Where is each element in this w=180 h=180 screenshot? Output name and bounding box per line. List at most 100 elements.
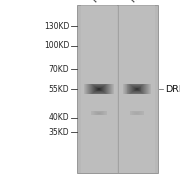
Bar	[108, 85, 109, 86]
Bar	[150, 90, 151, 91]
Bar	[113, 93, 114, 94]
Bar	[111, 90, 112, 91]
Bar	[133, 84, 134, 85]
Bar	[138, 84, 139, 85]
Bar	[85, 90, 86, 91]
Bar	[100, 86, 101, 87]
Bar	[143, 90, 144, 91]
Bar	[135, 86, 136, 87]
Bar	[103, 92, 104, 93]
Bar	[129, 89, 130, 90]
Bar	[144, 86, 145, 87]
Bar	[146, 93, 147, 94]
Bar	[89, 87, 90, 88]
Bar	[123, 91, 124, 92]
Bar	[136, 93, 137, 94]
Bar	[86, 88, 87, 89]
Bar	[137, 90, 138, 91]
Bar	[106, 89, 107, 90]
Bar	[106, 87, 107, 88]
Bar	[143, 88, 144, 89]
Bar	[87, 86, 88, 87]
Bar	[148, 85, 149, 86]
Bar	[149, 84, 150, 85]
Bar	[98, 87, 99, 88]
Bar	[125, 89, 126, 90]
Bar	[132, 89, 133, 90]
Bar	[135, 84, 136, 85]
Bar	[87, 91, 88, 92]
Bar	[99, 86, 100, 87]
Bar	[101, 93, 102, 94]
Bar	[104, 112, 105, 113]
Bar	[113, 87, 114, 88]
Bar	[100, 111, 101, 112]
Bar	[138, 88, 139, 89]
Bar	[140, 112, 141, 113]
Bar	[109, 85, 110, 86]
Bar	[147, 91, 148, 92]
Bar	[108, 90, 109, 91]
Bar	[135, 112, 136, 113]
Bar	[92, 93, 93, 94]
Bar	[148, 89, 149, 90]
Bar	[138, 85, 139, 86]
Bar	[141, 89, 142, 90]
Bar	[104, 90, 105, 91]
Bar	[105, 112, 106, 113]
Bar	[106, 113, 107, 114]
Bar	[148, 92, 149, 93]
Bar	[135, 93, 136, 94]
Bar	[93, 87, 94, 88]
Bar	[111, 89, 112, 90]
Bar	[109, 91, 110, 92]
Bar	[91, 88, 92, 89]
Bar	[128, 85, 129, 86]
Bar	[139, 89, 140, 90]
Bar	[99, 91, 100, 92]
Bar	[97, 92, 98, 93]
Bar	[95, 90, 96, 91]
Bar	[96, 91, 97, 92]
Bar	[132, 85, 133, 86]
Bar	[134, 84, 135, 85]
Bar	[85, 91, 86, 92]
Bar	[94, 89, 95, 90]
Bar	[130, 93, 131, 94]
Bar	[110, 86, 111, 87]
Bar	[84, 90, 85, 91]
Bar	[86, 87, 87, 88]
Bar	[108, 91, 109, 92]
Bar	[133, 93, 134, 94]
Bar	[124, 92, 125, 93]
Bar	[132, 84, 133, 85]
Bar	[133, 113, 134, 114]
Bar	[125, 87, 126, 88]
Bar	[149, 87, 150, 88]
Bar	[105, 111, 106, 112]
Bar	[86, 84, 87, 85]
Bar	[141, 87, 142, 88]
Bar	[91, 93, 92, 94]
Bar	[104, 113, 105, 114]
Bar	[113, 84, 114, 85]
Bar	[127, 93, 128, 94]
Bar	[145, 91, 146, 92]
Bar	[108, 89, 109, 90]
Bar	[96, 93, 97, 94]
Bar	[135, 111, 136, 112]
Bar	[143, 85, 144, 86]
Bar	[133, 91, 134, 92]
Bar	[132, 86, 133, 87]
Bar	[98, 91, 99, 92]
Bar	[141, 112, 142, 113]
Bar	[93, 114, 94, 115]
Bar	[93, 89, 94, 90]
Bar	[129, 87, 130, 88]
Bar	[135, 85, 136, 86]
Bar	[137, 112, 138, 113]
Bar	[141, 113, 142, 114]
Bar	[99, 114, 100, 115]
Bar	[137, 86, 138, 87]
Bar	[95, 84, 96, 85]
